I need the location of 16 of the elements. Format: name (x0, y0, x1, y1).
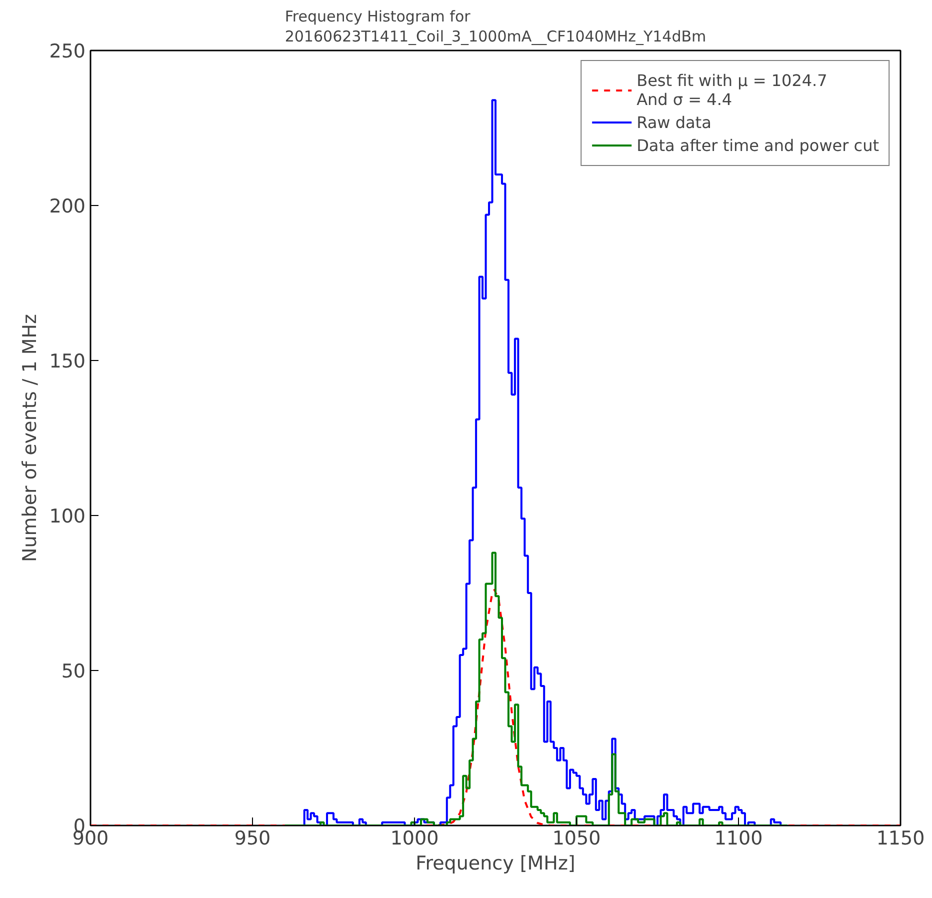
y-tick-label: 150 (49, 350, 86, 372)
y-axis-title: Number of events / 1 MHz (19, 314, 42, 562)
x-tick-label: 1100 (714, 828, 763, 850)
x-tick-label: 1050 (552, 828, 601, 850)
x-tick-label: 1000 (390, 828, 439, 850)
y-tick-label: 200 (49, 196, 86, 218)
x-tick-label: 1150 (876, 828, 925, 850)
x-tick-label: 950 (234, 828, 271, 850)
x-axis-title: Frequency [MHz] (416, 852, 576, 874)
chart-title: Frequency Histogram for 20160623T1411_Coil_3_1000mA__CF1040MHz_Y14dBm (284, 8, 706, 46)
legend-label: Raw data (636, 112, 712, 132)
legend-label: Best fit with μ = 1024.7 And σ = 4.4 (636, 71, 828, 109)
y-tick-label: 100 (49, 506, 86, 528)
y-tick-label: 50 (61, 660, 86, 682)
y-tick-label: 250 (49, 40, 86, 62)
legend-label: Data after time and power cut (636, 136, 879, 154)
